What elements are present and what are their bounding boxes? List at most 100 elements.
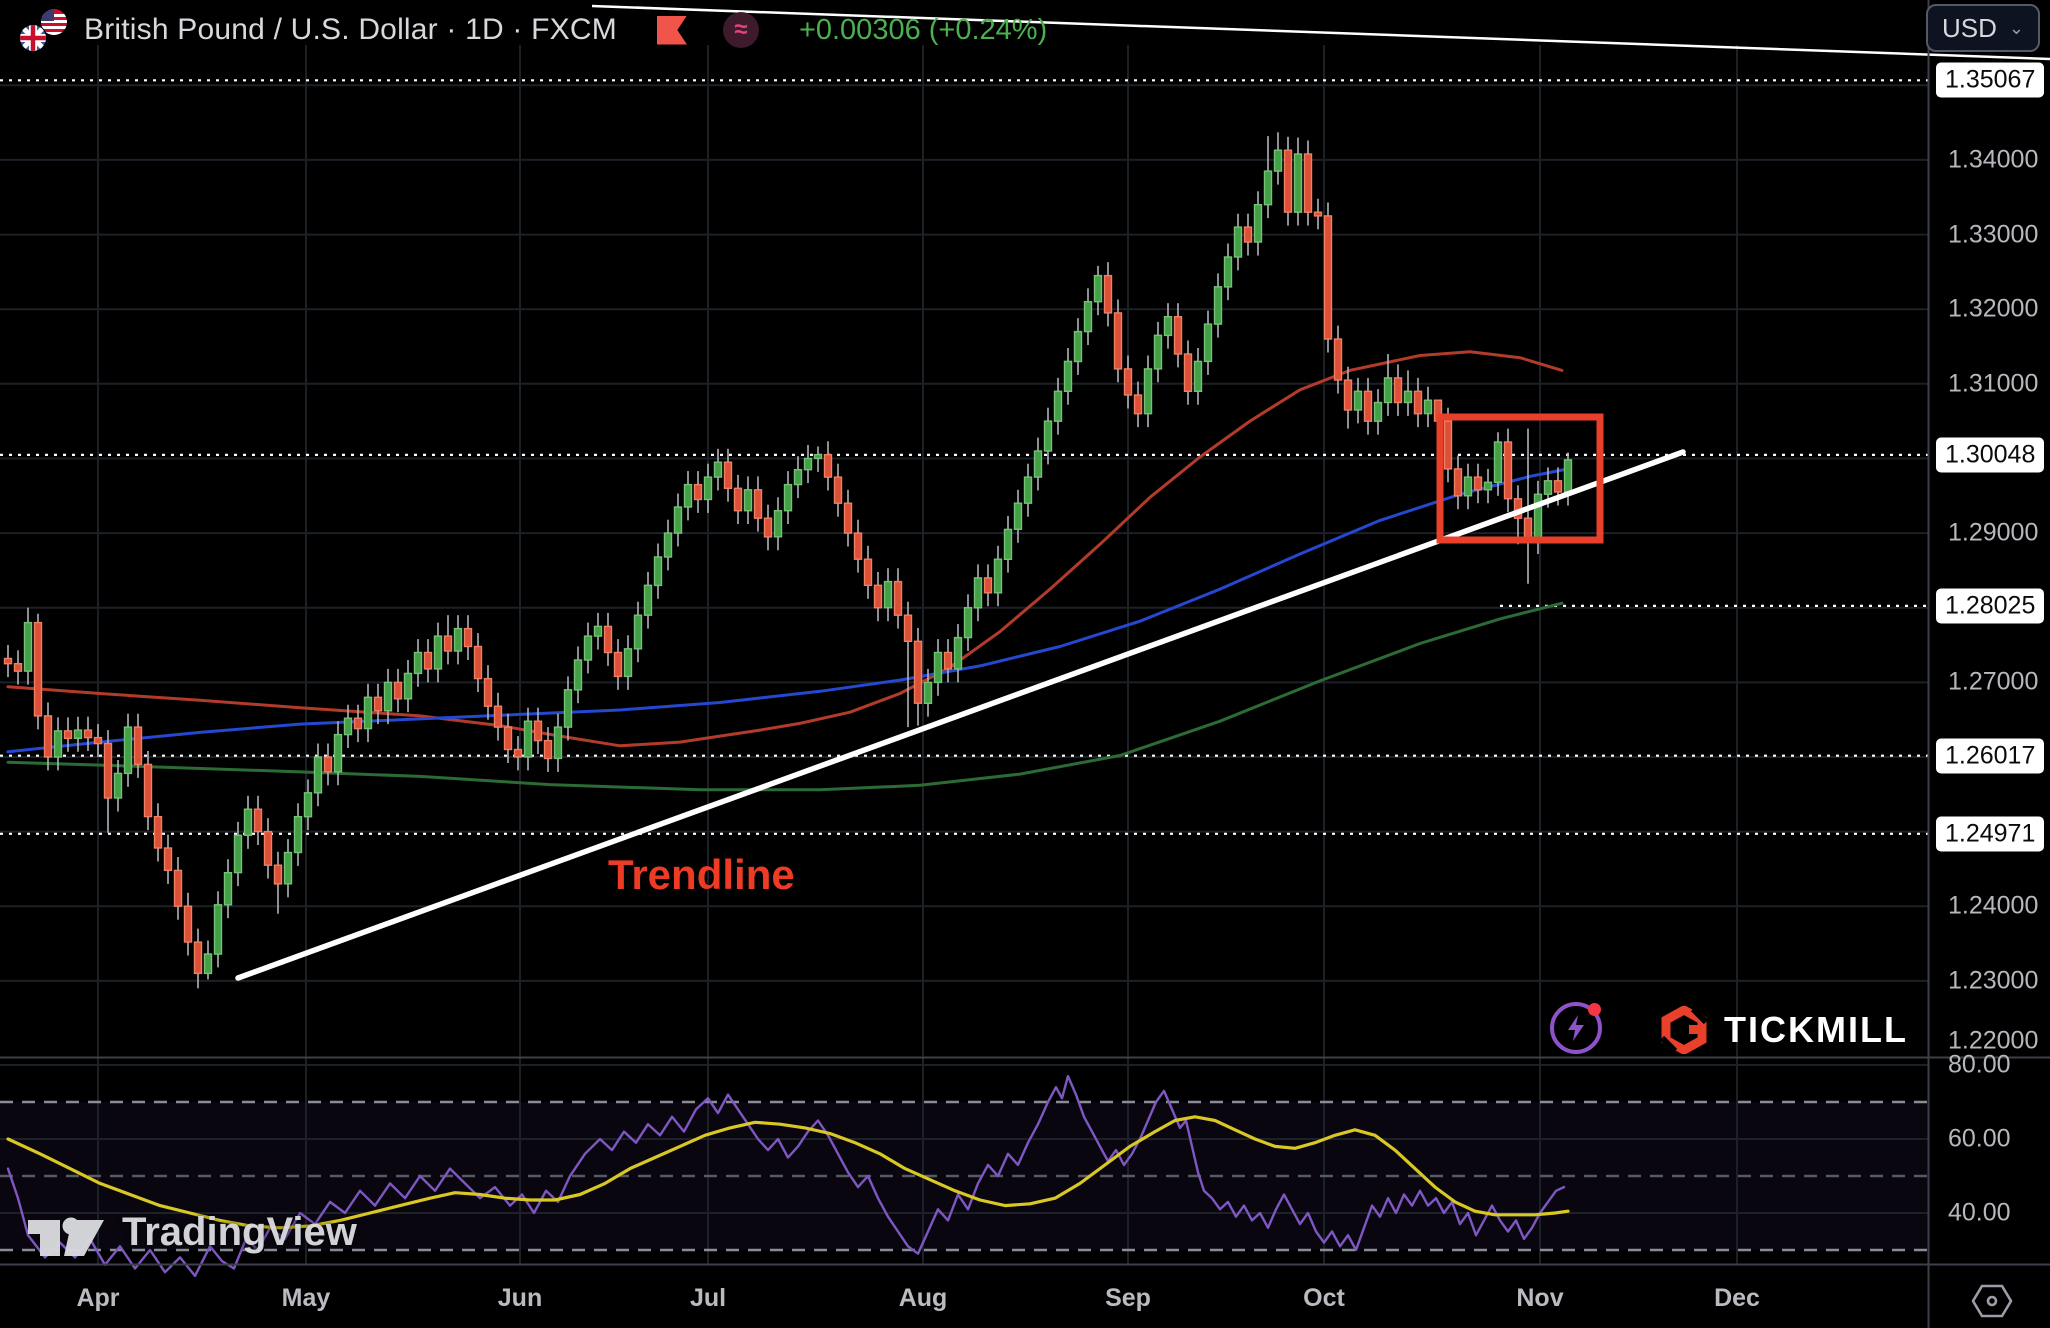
candle-up: [993, 558, 1003, 594]
candle-up: [783, 483, 793, 512]
candle-up: [1493, 441, 1503, 483]
candle-up: [1063, 360, 1073, 392]
candle-up: [1083, 301, 1093, 333]
trendline-annotation-label[interactable]: Trendline: [608, 851, 795, 898]
flag-bookmark-icon[interactable]: [656, 15, 687, 45]
candle-down: [323, 756, 333, 773]
candle-down: [1283, 149, 1293, 213]
candle-down: [353, 717, 363, 730]
candle-down: [1503, 441, 1513, 500]
chevron-down-icon: ⌄: [2008, 17, 2024, 38]
time-axis-month-label: Jun: [497, 1284, 543, 1312]
candle-up: [663, 532, 673, 558]
candle-down: [903, 614, 913, 643]
candle-up: [1223, 256, 1233, 288]
rsi-line: [6, 1074, 1566, 1278]
time-axis-month-label: Oct: [1303, 1284, 1345, 1312]
candle-down: [133, 726, 143, 766]
price-axis-label: 1.33000: [1948, 220, 2039, 249]
tickmill-logo: TICKMILL: [1660, 1006, 1908, 1054]
candle-down: [1133, 394, 1143, 415]
price-axis-label: 1.31000: [1948, 369, 2039, 398]
time-axis-month-label: Sep: [1105, 1284, 1151, 1312]
candle-down: [63, 730, 73, 740]
candle-down: [503, 726, 513, 751]
candle-up: [243, 808, 253, 837]
candle-up: [113, 772, 123, 799]
candle-down: [1363, 390, 1373, 422]
candle-up: [293, 816, 303, 854]
candle-up: [1543, 480, 1553, 495]
candle-down: [733, 487, 743, 512]
price-axis-label: 80.00: [1948, 1050, 2011, 1079]
candle-up: [633, 614, 643, 650]
candle-down: [723, 461, 733, 490]
ma-slow-green: [6, 601, 1564, 792]
candle-down: [1123, 368, 1133, 396]
time-axis-month-label: May: [281, 1284, 331, 1312]
candle-up: [1293, 153, 1303, 213]
price-axis-label-boxed: 1.24971: [1936, 816, 2045, 852]
candle-up: [413, 651, 423, 675]
gbpusd-flag-icon: [19, 9, 67, 52]
candle-up: [213, 904, 223, 955]
candle-up: [643, 584, 653, 616]
candle-down: [83, 729, 93, 739]
candle-up: [1483, 481, 1493, 491]
candle-down: [1553, 480, 1563, 493]
candle-up: [53, 730, 63, 758]
boost-lightning-icon[interactable]: [1550, 1002, 1602, 1054]
price-axis-label: 1.29000: [1948, 518, 2039, 547]
candle-up: [403, 672, 413, 700]
candle-up: [523, 720, 533, 758]
candle-down: [263, 830, 273, 866]
tradingview-watermark-text: TradingView: [122, 1209, 357, 1254]
support-trendline-drawing[interactable]: [235, 449, 1686, 981]
candle-up: [1143, 368, 1153, 415]
candle-down: [893, 580, 903, 616]
candle-up: [1203, 323, 1213, 363]
candle-down: [833, 476, 843, 504]
candle-down: [183, 905, 193, 943]
candle-down: [1453, 468, 1463, 497]
candle-down: [373, 696, 383, 712]
candle-down: [93, 736, 103, 745]
candle-down: [943, 651, 953, 670]
time-axis-month-label: Dec: [1714, 1284, 1760, 1312]
candle-down: [613, 651, 623, 678]
symbol-title[interactable]: British Pound / U.S. Dollar · 1D · FXCM: [84, 13, 617, 46]
price-axis-label: 1.23000: [1948, 966, 2039, 995]
price-axis-label: 1.27000: [1948, 667, 2039, 696]
candle-down: [193, 941, 203, 975]
candle-down: [103, 742, 113, 799]
tradingview-watermark: TradingView: [24, 1204, 357, 1260]
compare-symbol-icon[interactable]: ≈: [722, 12, 759, 48]
quick-settings-hexagon-icon[interactable]: [1968, 1277, 2016, 1328]
price-axis-label-boxed: 1.28025: [1936, 588, 2045, 624]
candle-down: [693, 483, 703, 501]
price-axis-label-boxed: 1.30048: [1936, 437, 2045, 473]
candle-up: [813, 454, 823, 460]
candle-up: [73, 729, 83, 739]
candle-up: [1233, 226, 1243, 258]
candle-down: [603, 625, 613, 654]
candle-up: [313, 756, 323, 794]
candle-up: [683, 483, 693, 508]
candle-up: [1093, 274, 1103, 303]
resistance-trendline-drawing[interactable]: [591, 4, 2050, 61]
candle-up: [773, 510, 783, 538]
highlight-box-drawing[interactable]: [1436, 413, 1604, 544]
price-axis-label-boxed: 1.26017: [1936, 738, 2045, 774]
candle-up: [1003, 528, 1013, 561]
candle-up: [953, 636, 963, 670]
currency-dropdown[interactable]: USD ⌄: [1926, 4, 2040, 52]
candle-down: [163, 847, 173, 872]
candle-up: [233, 834, 243, 874]
candle-up: [303, 792, 313, 818]
candle-up: [973, 577, 983, 609]
price-axis-label-boxed: 1.35067: [1936, 62, 2045, 98]
candle-down: [443, 635, 453, 652]
candle-up: [203, 953, 213, 975]
candle-up: [23, 621, 33, 672]
